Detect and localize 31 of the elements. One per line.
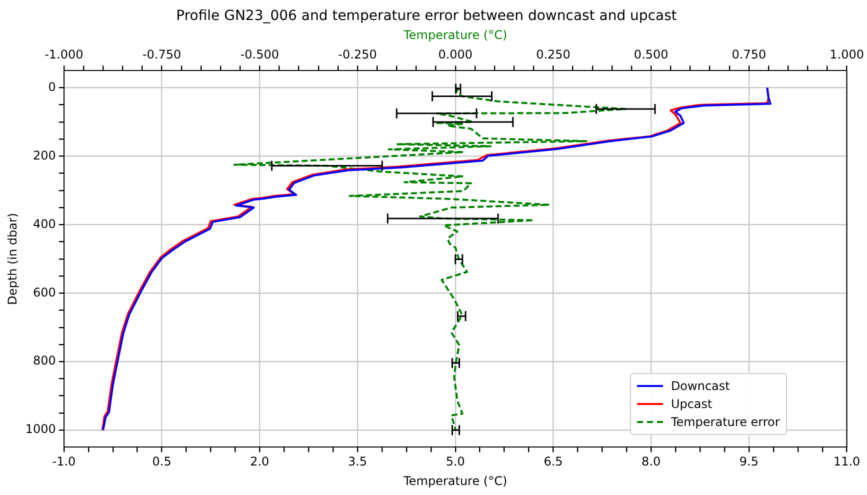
x2-tick-label: -0.750 [142,48,182,62]
x2-tick-label: 0.500 [634,48,668,62]
legend-label: Temperature error [670,415,780,430]
x-tick-label: -1.0 [52,454,76,469]
x-tick-label: 0.5 [152,454,172,469]
x-tick-label: 9.5 [739,454,759,469]
x-tick-label: 3.5 [348,454,368,469]
x-tick-label: 2.0 [250,454,270,469]
y-tick-label: 400 [33,216,56,231]
legend-label: Downcast [670,379,730,394]
y-tick-label: 200 [33,148,56,162]
y-axis-title: Depth (in dbar) [5,212,20,305]
x-tick-label: 6.5 [544,454,563,469]
x2-tick-label: 0.750 [732,48,766,62]
x2-tick-label: 0.000 [438,48,473,62]
x2-tick-label: -1.000 [44,48,84,62]
x-axis-title: Temperature (°C) [402,474,508,488]
x2-tick-label: -0.250 [338,48,377,62]
y-tick-label: 1000 [25,422,56,436]
legend-label: Upcast [670,397,712,412]
x2-tick-label: 0.250 [536,48,570,62]
x2-tick-label: -0.500 [240,48,280,62]
y-tick-label: 800 [33,354,56,368]
x-tick-label: 11.0 [833,454,860,469]
chart-title: Profile GN23_006 and temperature error between downcast and upcast [176,8,678,24]
x2-axis-title: Temperature (°C) [402,28,508,42]
x2-tick-label: 1.000 [830,48,864,62]
x-tick-label: 8.0 [642,454,661,469]
x-tick-label: 5.0 [446,454,465,469]
y-tick-label: 0 [48,80,56,94]
y-tick-label: 600 [33,285,56,300]
